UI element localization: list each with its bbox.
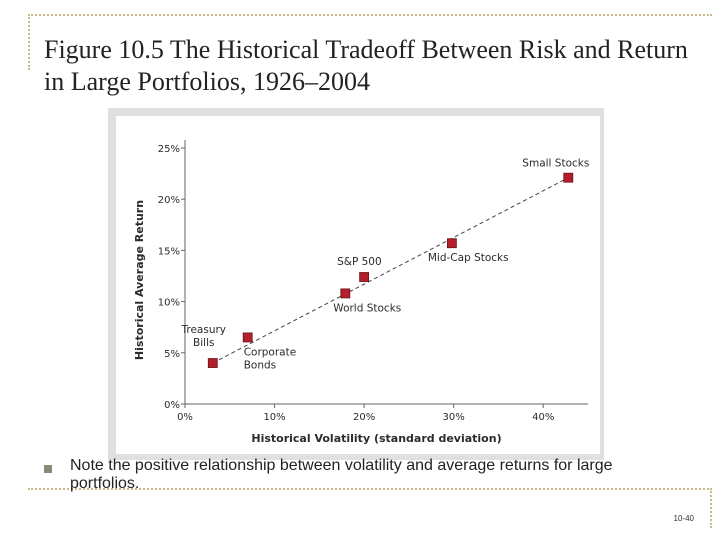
frame-right-rule: [710, 488, 712, 528]
chart-background: [116, 116, 600, 454]
data-point-label: Treasury: [181, 324, 227, 336]
data-point-label: Corporate: [244, 346, 297, 358]
data-point-label: World Stocks: [333, 302, 401, 314]
x-tick-label: 10%: [263, 412, 285, 423]
data-point-label: Mid-Cap Stocks: [428, 252, 509, 264]
scatter-chart: 0% 5% 10% 15% 20% 25% 0% 10% 20% 30% 40% Historical…: [133, 140, 589, 445]
y-tick-label: 0%: [164, 400, 180, 411]
bullet-icon: [44, 465, 52, 473]
data-point-marker: [207, 358, 218, 368]
data-point-marker: [359, 272, 370, 282]
x-tick-label: 20%: [353, 412, 375, 423]
x-tick-label: 30%: [443, 412, 465, 423]
data-point-label: S&P 500: [337, 256, 382, 268]
data-point-marker: [242, 332, 253, 343]
slide-note: Note the positive relationship between v…: [70, 457, 613, 492]
y-tick-label: 20%: [158, 195, 180, 206]
data-point-label: Small Stocks: [522, 158, 589, 170]
y-tick-label: 25%: [158, 144, 180, 155]
frame-bottom-rule: [28, 488, 712, 490]
y-tick-label: 15%: [158, 246, 180, 257]
data-point-label: Bonds: [244, 359, 276, 371]
slide-number: 10-40: [673, 514, 694, 523]
y-axis-label: Historical Average Return: [133, 200, 146, 360]
slide-title: Figure 10.5 The Historical Tradeoff Betw…: [44, 35, 688, 96]
frame-left-rule: [28, 14, 30, 70]
data-point-marker: [563, 172, 574, 183]
frame-top-rule: [28, 14, 712, 16]
x-tick-label: 40%: [532, 412, 554, 423]
trend-line: [212, 177, 569, 364]
y-tick-label: 5%: [164, 349, 180, 360]
x-tick-label: 0%: [177, 412, 193, 423]
x-axis-label: Historical Volatility (standard deviatio…: [251, 432, 501, 445]
data-point-label: Bills: [193, 337, 214, 349]
data-point-marker: [446, 238, 457, 249]
y-tick-label: 10%: [158, 298, 180, 309]
data-point-marker: [340, 288, 351, 299]
